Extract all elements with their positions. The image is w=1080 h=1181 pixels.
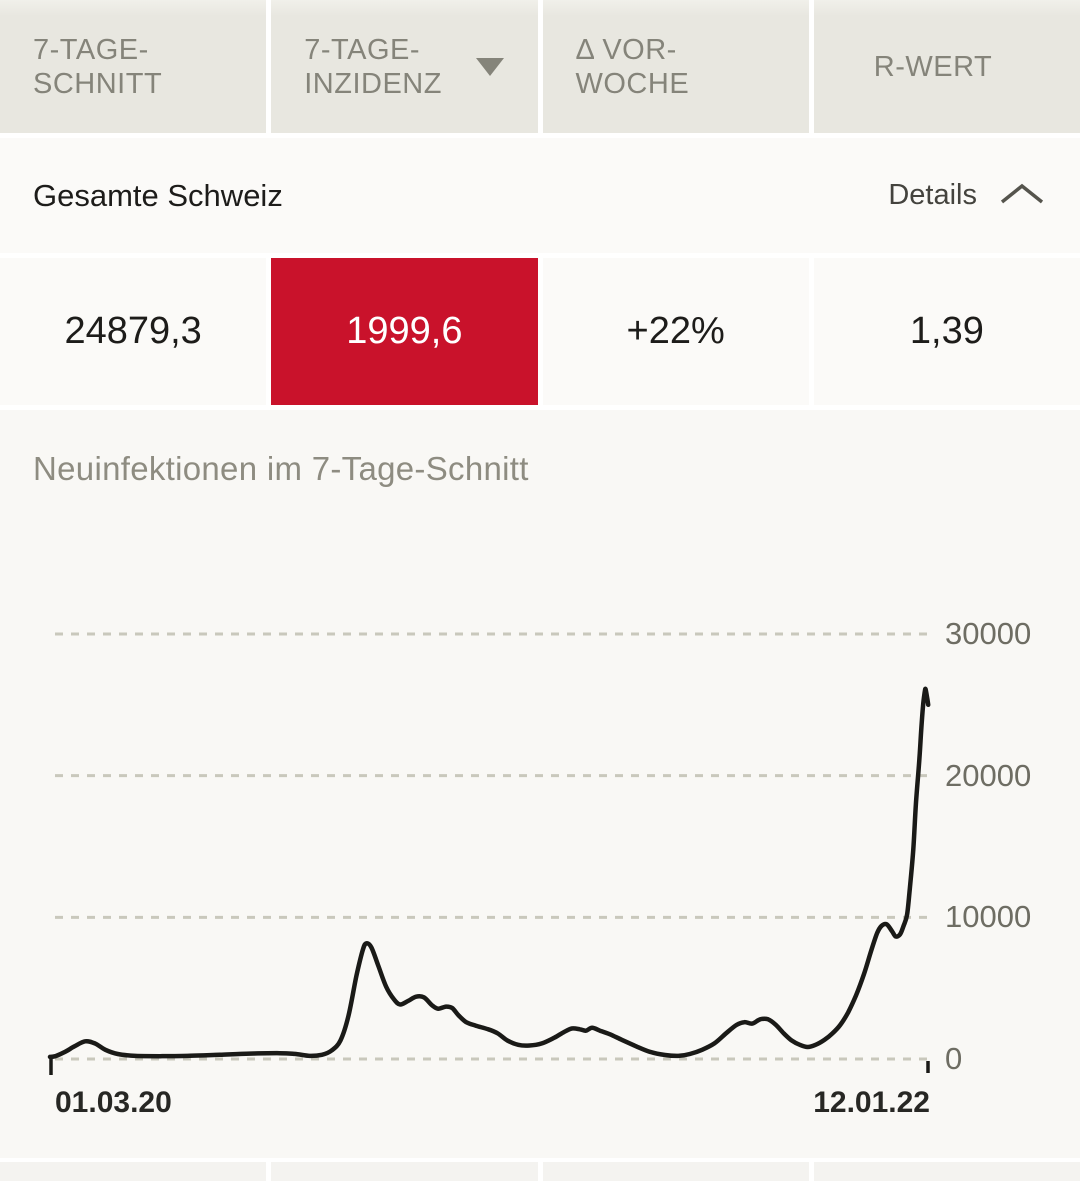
column-header-7-tage-schnitt[interactable]: 7-TAGE- SCHNITT xyxy=(0,0,267,133)
details-toggle-button[interactable]: Details xyxy=(888,179,1045,212)
chevron-up-icon xyxy=(999,182,1045,209)
region-row-gesamte-schweiz[interactable]: Gesamte Schweiz Details xyxy=(0,138,1080,253)
next-region-row-partial[interactable] xyxy=(0,1162,1080,1181)
y-axis-label: 30000 xyxy=(945,616,1032,651)
details-label: Details xyxy=(888,179,977,211)
table-header-row: 7-TAGE- SCHNITT 7-TAGE- INZIDENZ Δ VOR- … xyxy=(0,0,1080,133)
column-header-7-tage-inzidenz[interactable]: 7-TAGE- INZIDENZ xyxy=(271,0,538,133)
column-header-label: SCHNITT xyxy=(33,67,163,100)
column-header-label: R-WERT xyxy=(873,50,993,83)
next-row-cell xyxy=(813,1162,1080,1181)
region-name: Gesamte Schweiz xyxy=(33,177,283,213)
x-axis-start-label: 01.03.20 xyxy=(55,1086,172,1119)
column-header-label: INZIDENZ xyxy=(304,67,442,100)
column-header-label: WOCHE xyxy=(575,67,690,100)
column-header-r-wert[interactable]: R-WERT xyxy=(813,0,1080,133)
chart-title: Neuinfektionen im 7-Tage-Schnitt xyxy=(33,450,529,487)
chart-section: Neuinfektionen im 7-Tage-Schnitt 01.03.2… xyxy=(0,410,1080,1158)
y-axis-label: 20000 xyxy=(945,757,1032,793)
column-header-delta-vorwoche[interactable]: Δ VOR- WOCHE xyxy=(542,0,809,133)
y-axis-label: 10000 xyxy=(945,899,1032,935)
next-row-cell xyxy=(271,1162,538,1181)
value-r-wert: 1,39 xyxy=(813,258,1080,405)
x-axis-end-label: 12.01.22 xyxy=(813,1086,930,1119)
next-row-cell xyxy=(0,1162,267,1181)
column-header-label: 7-TAGE- xyxy=(33,33,149,66)
y-axis-label: 0 xyxy=(945,1041,963,1076)
value-7-tage-inzidenz: 1999,6 xyxy=(271,258,538,405)
values-row: 24879,3 1999,6 +22% 1,39 xyxy=(0,258,1080,405)
value-7-tage-schnitt: 24879,3 xyxy=(0,258,267,405)
sort-descending-icon xyxy=(475,57,504,76)
chart-svg xyxy=(47,632,931,1075)
column-header-label: 7-TAGE- xyxy=(304,33,420,66)
column-header-label: Δ VOR- xyxy=(575,33,677,66)
value-delta-vorwoche: +22% xyxy=(542,258,809,405)
next-row-cell xyxy=(542,1162,809,1181)
